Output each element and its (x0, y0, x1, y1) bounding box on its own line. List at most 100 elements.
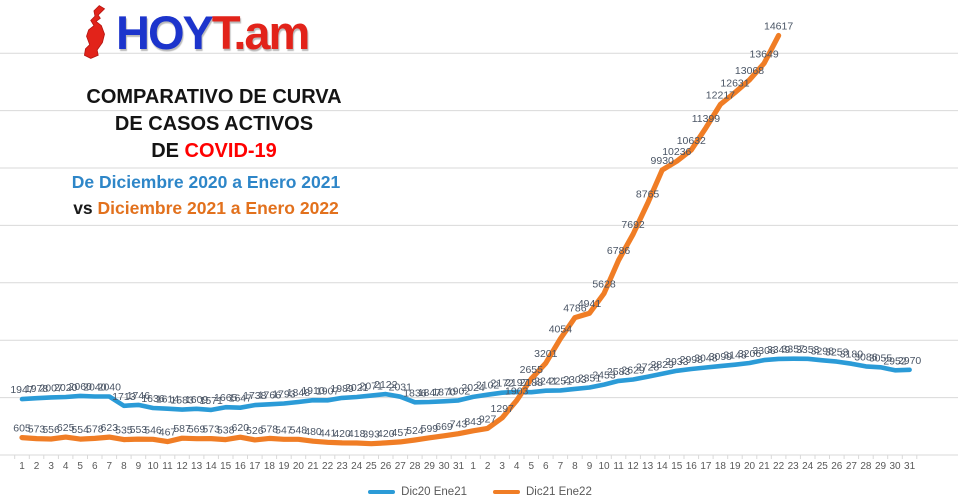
svg-text:623: 623 (101, 422, 119, 434)
svg-text:1297: 1297 (491, 403, 515, 415)
svg-text:16: 16 (235, 461, 247, 472)
svg-text:8: 8 (121, 461, 127, 472)
svg-text:2933: 2933 (665, 356, 689, 368)
svg-text:1947: 1947 (10, 384, 34, 396)
svg-text:12: 12 (177, 461, 189, 472)
svg-text:14617: 14617 (764, 21, 793, 33)
legend-item-dic21: Dic21 Ene22 (493, 486, 592, 498)
svg-text:15: 15 (671, 461, 683, 472)
svg-text:2040: 2040 (83, 382, 107, 394)
svg-text:1571: 1571 (200, 395, 224, 407)
svg-text:26: 26 (380, 461, 392, 472)
svg-text:22: 22 (322, 461, 334, 472)
svg-text:1614: 1614 (156, 394, 180, 406)
svg-text:13068: 13068 (735, 65, 764, 77)
svg-text:1793: 1793 (272, 389, 296, 401)
svg-text:1848: 1848 (287, 387, 311, 399)
svg-text:546: 546 (144, 424, 162, 436)
svg-text:2251: 2251 (549, 375, 573, 387)
svg-text:1989: 1989 (330, 383, 354, 395)
svg-text:4786: 4786 (563, 303, 587, 315)
svg-text:578: 578 (261, 423, 279, 435)
svg-text:2351: 2351 (578, 373, 602, 385)
svg-text:1910: 1910 (301, 385, 325, 397)
svg-text:3253: 3253 (825, 347, 849, 359)
svg-text:1713: 1713 (112, 391, 136, 403)
svg-text:843: 843 (464, 416, 482, 428)
svg-text:2122: 2122 (374, 379, 398, 391)
svg-text:28: 28 (409, 461, 421, 472)
svg-text:11399: 11399 (692, 113, 721, 125)
svg-text:625: 625 (57, 422, 75, 434)
svg-text:3349: 3349 (767, 344, 791, 356)
svg-text:19: 19 (278, 461, 290, 472)
svg-text:6: 6 (92, 461, 98, 472)
svg-text:420: 420 (333, 428, 351, 440)
svg-text:4: 4 (63, 461, 69, 472)
svg-text:10236: 10236 (662, 146, 691, 158)
svg-text:578: 578 (86, 423, 104, 435)
svg-text:547: 547 (275, 424, 293, 436)
svg-text:587: 587 (173, 423, 191, 435)
svg-text:1609: 1609 (185, 394, 209, 406)
legend-label-dic21: Dic21 Ene22 (526, 486, 592, 498)
svg-text:2024: 2024 (461, 382, 485, 394)
svg-text:669: 669 (435, 421, 453, 433)
svg-text:2998: 2998 (680, 354, 704, 366)
svg-text:9930: 9930 (651, 155, 675, 167)
svg-text:3298: 3298 (811, 345, 835, 357)
svg-text:30: 30 (438, 461, 450, 472)
svg-text:31: 31 (453, 461, 465, 472)
svg-text:10: 10 (147, 461, 159, 472)
svg-text:1738: 1738 (243, 390, 267, 402)
svg-text:2071: 2071 (360, 381, 384, 393)
title-block: COMPARATIVO DE CURVA DE CASOS ACTIVOS DE… (58, 84, 370, 165)
svg-text:11: 11 (613, 461, 624, 472)
svg-text:27: 27 (395, 461, 407, 472)
svg-text:1665: 1665 (214, 392, 238, 404)
chart-legend: Dic20 Ene21 Dic21 Ene22 (0, 486, 960, 498)
svg-text:548: 548 (290, 424, 308, 436)
svg-text:524: 524 (406, 425, 424, 437)
subtitle-line2: vs Diciembre 2021 a Enero 2022 (38, 195, 374, 221)
svg-text:19: 19 (729, 461, 741, 472)
svg-text:1583: 1583 (170, 395, 194, 407)
svg-text:1870: 1870 (432, 386, 456, 398)
svg-text:2629: 2629 (621, 365, 645, 377)
svg-text:14: 14 (206, 461, 218, 472)
svg-text:1: 1 (19, 461, 25, 472)
svg-text:1636: 1636 (141, 393, 165, 405)
svg-text:12217: 12217 (706, 89, 735, 101)
svg-text:2060: 2060 (69, 381, 93, 393)
svg-text:2952: 2952 (883, 355, 907, 367)
svg-text:5628: 5628 (592, 279, 616, 291)
svg-text:24: 24 (351, 461, 363, 472)
svg-text:3306: 3306 (752, 345, 776, 357)
svg-text:2020: 2020 (54, 382, 78, 394)
svg-text:20: 20 (293, 461, 305, 472)
svg-text:2303: 2303 (563, 374, 587, 386)
svg-text:14: 14 (657, 461, 669, 472)
subtitle-block: De Diciembre 2020 a Enero 2021 vs Diciem… (38, 169, 374, 221)
svg-text:2970: 2970 (898, 355, 922, 367)
svg-text:553: 553 (130, 424, 148, 436)
svg-text:5: 5 (77, 461, 83, 472)
svg-text:420: 420 (377, 428, 395, 440)
svg-text:21: 21 (307, 461, 319, 472)
svg-text:17: 17 (249, 461, 261, 472)
svg-text:6: 6 (543, 461, 549, 472)
svg-text:12: 12 (628, 461, 640, 472)
svg-text:29: 29 (424, 461, 436, 472)
svg-text:2: 2 (34, 461, 40, 472)
svg-text:573: 573 (28, 424, 46, 436)
svg-text:418: 418 (348, 428, 366, 440)
svg-text:25: 25 (817, 461, 829, 472)
svg-text:7: 7 (107, 461, 113, 472)
legend-item-dic20: Dic20 Ene21 (368, 486, 467, 498)
svg-text:2453: 2453 (592, 370, 616, 382)
svg-text:927: 927 (479, 413, 497, 425)
svg-text:20: 20 (744, 461, 756, 472)
subtitle-vs: vs (73, 198, 98, 218)
